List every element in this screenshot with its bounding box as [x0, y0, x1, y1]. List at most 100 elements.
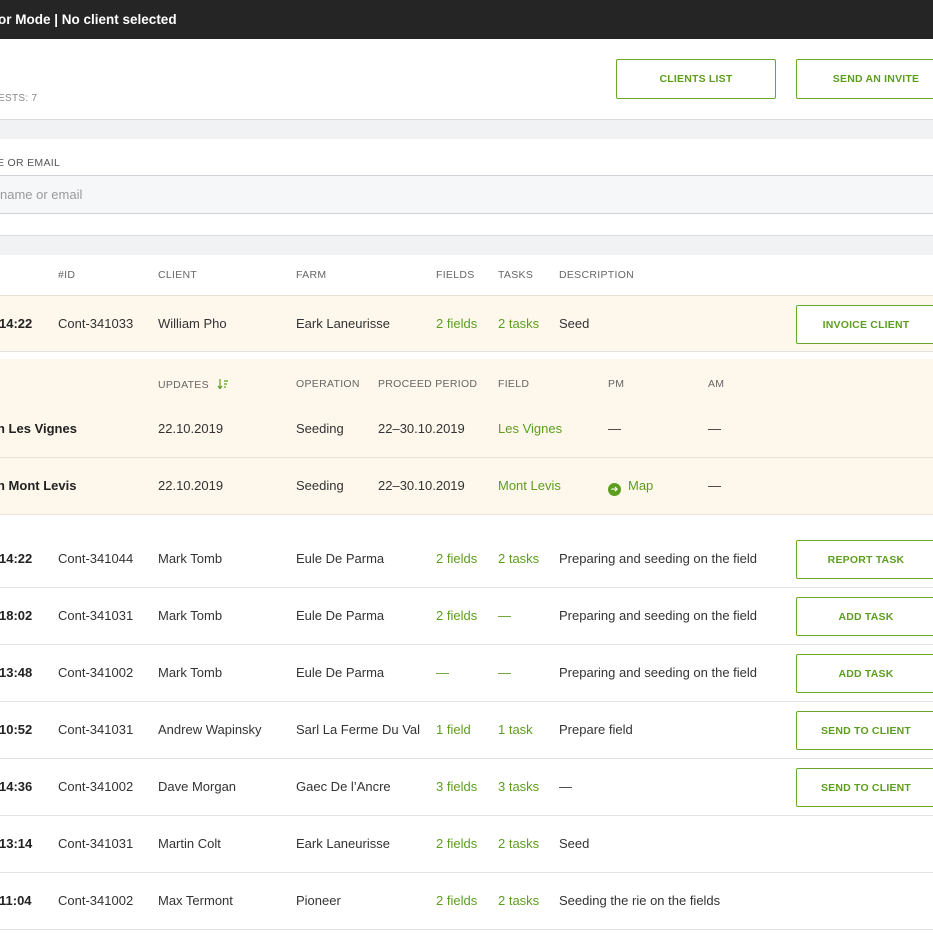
report-task-button[interactable]: REPORT TASK [796, 540, 933, 579]
row-fields-link[interactable]: 2 fields [436, 316, 478, 331]
row-fields-link[interactable]: 1 field [436, 722, 471, 737]
header-client: CLIENT [158, 269, 198, 281]
subheader-operation: OPERATION [296, 378, 360, 390]
search-input[interactable] [0, 175, 933, 214]
row-description: — [559, 779, 572, 794]
requests-count: ESTS: 7 [0, 93, 38, 104]
table-row[interactable]: 14:22 Cont-341044 Mark Tomb Eule De Parma 2 … [0, 531, 933, 588]
sub-row-field-link[interactable]: Mont Levis [498, 478, 561, 493]
row-tasks-link[interactable]: 2 tasks [498, 551, 540, 566]
row-time: 10:52 [0, 722, 33, 737]
sub-row-period: 22–30.10.2019 [378, 421, 465, 436]
mode-title: or Mode | No client selected [0, 12, 177, 27]
row-fields-link[interactable]: 2 fields [436, 893, 478, 908]
requests-table: #ID CLIENT FARM FIELDS TASKS DESCRIPTION… [0, 255, 933, 933]
table-row[interactable]: 11:04 Cont-341002 Max Termont Pioneer 2 fiel… [0, 873, 933, 930]
row-tasks-link[interactable]: 2 tasks [498, 836, 540, 851]
row-client: Andrew Wapinsky [158, 722, 262, 737]
row-description: Preparing and seeding on the field [559, 551, 758, 566]
row-time: 14:36 [0, 779, 33, 794]
row-fields-link[interactable]: 2 fields [436, 608, 478, 623]
sub-row-operation: Seeding [296, 421, 344, 436]
top-bar: or Mode | No client selected [0, 0, 933, 39]
sub-row-pm: — [608, 421, 621, 436]
sub-row[interactable]: n Les Vignes 22.10.2019 Seeding 22–30.10… [0, 401, 933, 458]
row-farm: Eule De Parma [296, 665, 385, 680]
row-farm: Pioneer [296, 893, 341, 908]
map-link-label: Map [628, 478, 654, 493]
arrow-right-circle-icon: ➜ [608, 483, 621, 496]
search-label: E OR EMAIL [0, 157, 61, 169]
sub-row-period: 22–30.10.2019 [378, 478, 465, 493]
table-row[interactable]: 13:48 Cont-341002 Mark Tomb Eule De Parma — —… [0, 645, 933, 702]
row-time: 11:04 [0, 893, 32, 908]
row-tasks-link[interactable]: 2 tasks [498, 893, 540, 908]
send-invite-button[interactable]: SEND AN INVITE [796, 59, 933, 99]
row-client: William Pho [158, 316, 227, 331]
row-client: Martin Colt [158, 836, 221, 851]
row-tasks-link[interactable]: 1 task [498, 722, 533, 737]
invoice-client-button[interactable]: INVOICE CLIENT [796, 305, 933, 344]
sub-row-operation: Seeding [296, 478, 344, 493]
subheader-pm: PM [608, 378, 625, 390]
row-farm: Eark Laneurisse [296, 316, 390, 331]
sort-descending-icon[interactable] [217, 378, 229, 393]
subheader-updates[interactable]: UPDATES [158, 378, 229, 393]
page-header: ESTS: 7 CLIENTS LIST SEND AN INVITE [0, 39, 933, 120]
table-row-selected[interactable]: 14:22 Cont-341033 William Pho Eark Laneu… [0, 295, 933, 352]
sub-row-name: n Mont Levis [0, 478, 77, 493]
row-fields-link[interactable]: 2 fields [436, 836, 478, 851]
row-id: Cont-341002 [58, 665, 134, 680]
row-tasks-link[interactable]: — [498, 608, 511, 623]
row-description: Seeding the rie on the fields [559, 893, 721, 908]
add-task-button[interactable]: ADD TASK [796, 654, 933, 693]
sub-table-header: UPDATES OPERATION PROCEED PERIOD FIELD P… [0, 359, 933, 404]
table-row[interactable]: 14:36 Cont-341002 Dave Morgan Gaec De l’Anc… [0, 759, 933, 816]
row-farm: Gaec De l’Ancre [296, 779, 391, 794]
header-tasks: TASKS [498, 269, 534, 281]
row-tasks-link[interactable]: 2 tasks [498, 316, 540, 331]
row-farm: Eule De Parma [296, 608, 385, 623]
row-description: Preparing and seeding on the field [559, 608, 758, 623]
row-client: Dave Morgan [158, 779, 237, 794]
table-row[interactable]: 10:52 Cont-341031 Andrew Wapinsky Sarl La F… [0, 702, 933, 759]
add-task-button[interactable]: ADD TASK [796, 597, 933, 636]
subheader-updates-label: UPDATES [158, 379, 209, 391]
row-id: Cont-341002 [58, 893, 134, 908]
row-client: Mark Tomb [158, 608, 223, 623]
row-farm: Sarl La Ferme Du Val [296, 722, 421, 737]
row-fields-link[interactable]: — [436, 665, 449, 680]
row-description: Preparing and seeding on the field [559, 665, 758, 680]
row-farm: Eule De Parma [296, 551, 385, 566]
table-row[interactable]: 18:02 Cont-341031 Mark Tomb Eule De Parma 2 … [0, 588, 933, 645]
row-id: Cont-341031 [58, 836, 134, 851]
row-description: Prepare field [559, 722, 633, 737]
row-time: 13:14 [0, 836, 33, 851]
sub-row-name: n Les Vignes [0, 421, 77, 436]
row-time: 13:48 [0, 665, 33, 680]
row-time: 18:02 [0, 608, 33, 623]
row-id: Cont-341031 [58, 608, 134, 623]
row-fields-link[interactable]: 3 fields [436, 779, 478, 794]
sub-row-am: — [708, 421, 721, 436]
table-row[interactable]: 13:14 Cont-341031 Martin Colt Eark Laneuris… [0, 816, 933, 873]
send-to-client-button[interactable]: SEND TO CLIENT [796, 768, 933, 807]
subheader-proceed-period: PROCEED PERIOD [378, 378, 478, 390]
send-to-client-button[interactable]: SEND TO CLIENT [796, 711, 933, 750]
row-description: Seed [559, 836, 590, 851]
row-fields-link[interactable]: 2 fields [436, 551, 478, 566]
sub-row-am: — [708, 478, 721, 493]
row-tasks-link[interactable]: — [498, 665, 511, 680]
sub-row[interactable]: n Mont Levis 22.10.2019 Seeding 22–30.10… [0, 458, 933, 515]
header-fields: FIELDS [436, 269, 475, 281]
map-link[interactable]: ➜ Map [608, 458, 653, 514]
row-tasks-link[interactable]: 3 tasks [498, 779, 540, 794]
row-client: Max Termont [158, 893, 233, 908]
row-time: 14:22 [0, 316, 33, 331]
sub-row-updates: 22.10.2019 [158, 421, 224, 436]
row-id: Cont-341033 [58, 316, 134, 331]
clients-list-button[interactable]: CLIENTS LIST [616, 59, 776, 99]
sub-row-field-link[interactable]: Les Vignes [498, 421, 563, 436]
row-client: Mark Tomb [158, 551, 223, 566]
row-id: Cont-341044 [58, 551, 134, 566]
